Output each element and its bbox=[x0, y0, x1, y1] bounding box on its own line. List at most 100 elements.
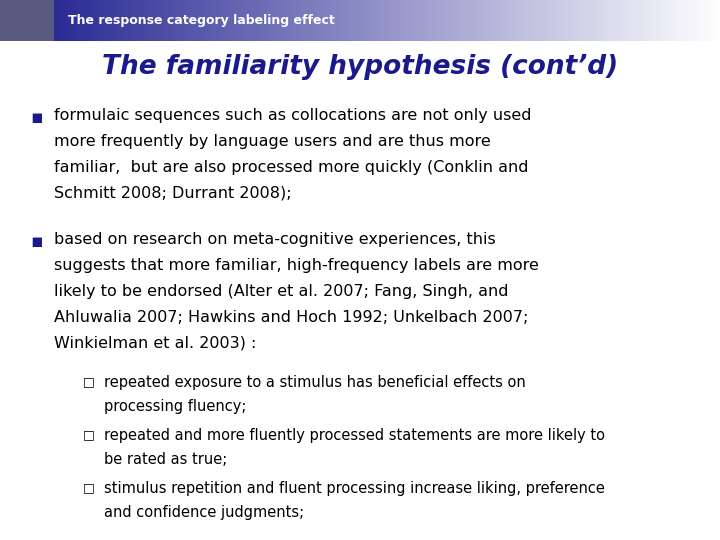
Bar bbox=[162, 0, 166, 40]
Bar bbox=[331, 0, 335, 40]
Bar bbox=[212, 0, 216, 40]
Bar bbox=[335, 0, 338, 40]
Bar bbox=[421, 0, 425, 40]
Bar bbox=[605, 0, 608, 40]
Text: based on research on meta-cognitive experiences, this: based on research on meta-cognitive expe… bbox=[54, 232, 496, 247]
Bar bbox=[554, 0, 558, 40]
Bar bbox=[292, 0, 295, 40]
Bar bbox=[565, 0, 569, 40]
Bar bbox=[94, 0, 97, 40]
Bar bbox=[500, 0, 504, 40]
Bar bbox=[662, 0, 666, 40]
Bar bbox=[148, 0, 151, 40]
Bar bbox=[482, 0, 486, 40]
Bar bbox=[302, 0, 306, 40]
Bar bbox=[169, 0, 173, 40]
Bar bbox=[72, 0, 76, 40]
Bar bbox=[432, 0, 436, 40]
Text: Winkielman et al. 2003) :: Winkielman et al. 2003) : bbox=[54, 336, 256, 351]
Bar bbox=[446, 0, 450, 40]
Bar bbox=[454, 0, 457, 40]
Bar bbox=[677, 0, 680, 40]
Bar bbox=[68, 0, 72, 40]
Bar bbox=[486, 0, 490, 40]
Bar bbox=[346, 0, 349, 40]
Bar bbox=[194, 0, 198, 40]
Bar bbox=[4, 0, 7, 40]
Bar bbox=[612, 0, 616, 40]
Bar bbox=[616, 0, 619, 40]
Bar bbox=[569, 0, 572, 40]
Bar bbox=[140, 0, 144, 40]
Bar bbox=[515, 0, 518, 40]
Bar bbox=[43, 0, 47, 40]
Bar bbox=[130, 0, 133, 40]
Text: suggests that more familiar, high-frequency labels are more: suggests that more familiar, high-freque… bbox=[54, 258, 539, 273]
Bar bbox=[360, 0, 364, 40]
Bar bbox=[713, 0, 716, 40]
Bar bbox=[317, 0, 320, 40]
Bar bbox=[25, 0, 29, 40]
Bar bbox=[572, 0, 576, 40]
Bar bbox=[108, 0, 112, 40]
Text: repeated exposure to a stimulus has beneficial effects on: repeated exposure to a stimulus has bene… bbox=[104, 375, 526, 390]
Bar bbox=[158, 0, 162, 40]
Bar bbox=[126, 0, 130, 40]
Bar bbox=[353, 0, 356, 40]
Bar bbox=[58, 0, 61, 40]
Bar bbox=[508, 0, 511, 40]
Bar bbox=[468, 0, 472, 40]
Bar bbox=[227, 0, 230, 40]
Bar bbox=[238, 0, 241, 40]
Bar bbox=[191, 0, 194, 40]
Bar bbox=[277, 0, 281, 40]
Text: familiar,  but are also processed more quickly (Conklin and: familiar, but are also processed more qu… bbox=[54, 160, 528, 175]
Bar bbox=[684, 0, 688, 40]
Bar bbox=[587, 0, 590, 40]
Bar bbox=[83, 0, 86, 40]
Bar bbox=[299, 0, 302, 40]
Bar bbox=[151, 0, 155, 40]
Bar bbox=[457, 0, 461, 40]
Bar bbox=[425, 0, 428, 40]
Bar bbox=[659, 0, 662, 40]
Bar bbox=[580, 0, 583, 40]
Bar bbox=[418, 0, 421, 40]
Bar bbox=[385, 0, 389, 40]
Text: processing fluency;: processing fluency; bbox=[104, 399, 247, 414]
Bar bbox=[526, 0, 529, 40]
Bar bbox=[688, 0, 691, 40]
Bar bbox=[180, 0, 184, 40]
Bar bbox=[551, 0, 554, 40]
Bar bbox=[374, 0, 378, 40]
Bar bbox=[86, 0, 90, 40]
Bar bbox=[695, 0, 698, 40]
Bar bbox=[230, 0, 234, 40]
Bar bbox=[241, 0, 245, 40]
Bar bbox=[248, 0, 252, 40]
Bar bbox=[490, 0, 493, 40]
Bar bbox=[97, 0, 101, 40]
Bar bbox=[14, 0, 18, 40]
Bar bbox=[205, 0, 209, 40]
Bar bbox=[518, 0, 522, 40]
Bar bbox=[76, 0, 79, 40]
Bar bbox=[529, 0, 533, 40]
Bar bbox=[691, 0, 695, 40]
Bar bbox=[320, 0, 324, 40]
Bar bbox=[259, 0, 263, 40]
Bar bbox=[479, 0, 482, 40]
Bar bbox=[522, 0, 526, 40]
Bar bbox=[40, 0, 43, 40]
Bar bbox=[670, 0, 673, 40]
Bar bbox=[18, 0, 22, 40]
Bar bbox=[608, 0, 612, 40]
Bar bbox=[623, 0, 626, 40]
Bar bbox=[410, 0, 414, 40]
Text: formulaic sequences such as collocations are not only used: formulaic sequences such as collocations… bbox=[54, 108, 531, 123]
Bar bbox=[338, 0, 342, 40]
Bar bbox=[209, 0, 212, 40]
Bar bbox=[619, 0, 623, 40]
Bar bbox=[0, 0, 4, 40]
Text: □: □ bbox=[83, 375, 94, 388]
